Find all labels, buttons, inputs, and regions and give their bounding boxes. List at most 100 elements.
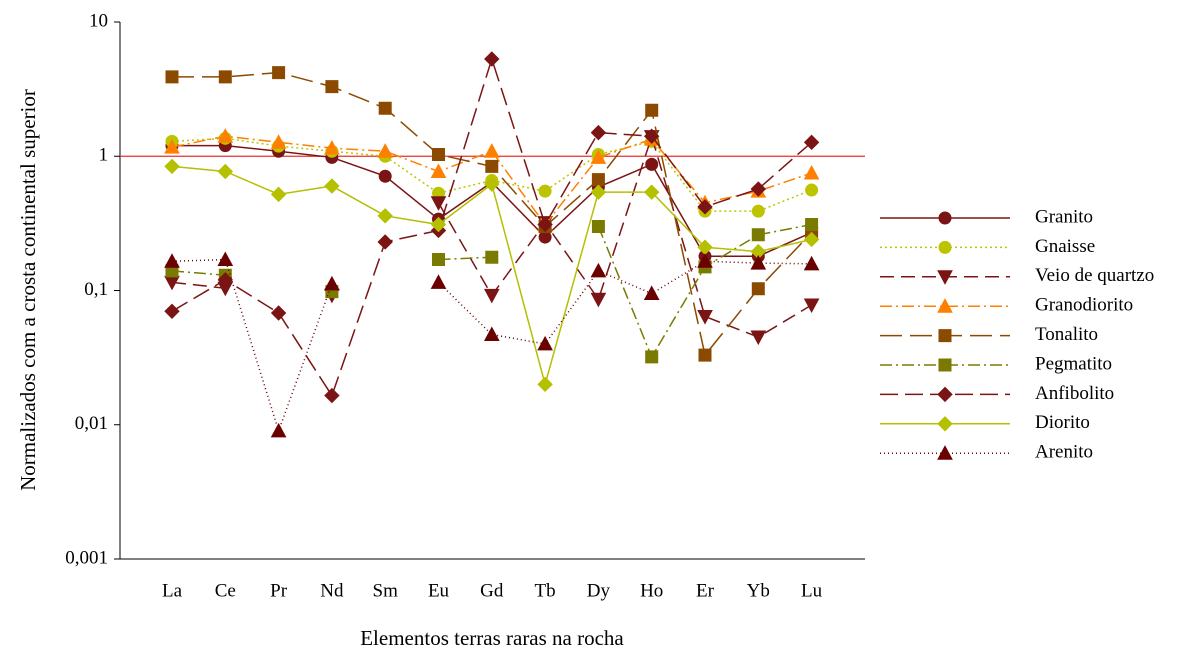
marker [324,275,340,291]
marker [805,183,819,197]
marker [324,387,340,404]
marker [538,184,552,198]
marker [698,348,712,362]
marker [645,157,659,171]
marker [270,134,287,149]
marker [750,181,767,197]
legend-label: Arenito [1035,442,1093,463]
legend-marker [938,329,952,343]
series-line [171,258,812,434]
marker [591,173,605,187]
marker [430,274,447,289]
marker [165,70,179,84]
marker [803,231,820,248]
marker [590,184,607,200]
marker [484,176,500,192]
marker [537,376,553,393]
marker [645,103,659,117]
x-tick-label: Eu [428,580,450,601]
marker [218,70,232,84]
series-line [171,165,812,388]
x-tick-label: Pr [270,580,288,601]
y-tick-label: 0,1 [84,279,108,300]
marker [324,178,340,194]
marker [751,204,765,218]
x-tick-label: Er [696,580,715,601]
marker [325,80,339,94]
x-tick-label: Dy [587,580,611,601]
y-tick-label: 1 [99,145,109,166]
marker [483,326,500,342]
marker [324,140,340,155]
x-tick-label: Yb [747,580,770,601]
marker [377,143,394,158]
marker [590,124,607,141]
legend-marker [937,416,953,432]
marker [217,163,234,180]
marker [164,139,180,154]
legend-marker [937,445,953,460]
marker [217,272,234,288]
legend-label: Gnaisse [1035,236,1095,257]
marker [430,163,447,178]
marker [697,199,713,215]
legend-label: Tonalito [1035,324,1098,345]
marker [803,164,820,180]
marker [750,330,767,346]
legend-label: Veio de quartzo [1035,265,1154,286]
y-tick-label: 0,001 [65,547,108,568]
marker [803,255,820,271]
x-tick-label: Nd [320,580,344,601]
marker [484,51,500,67]
x-tick-label: Ho [640,580,663,601]
marker [430,216,447,233]
marker [537,216,553,233]
legend-label: Anfibolito [1035,383,1114,404]
marker [485,159,499,173]
legend-marker [937,298,953,313]
x-tick-label: Lu [801,580,823,601]
marker [217,128,234,143]
marker [270,305,287,321]
marker [270,422,287,438]
x-tick-label: Ce [215,580,236,601]
marker [697,310,713,325]
x-tick-label: La [162,580,183,601]
legend-marker [937,386,953,403]
marker [697,253,713,268]
x-axis-title: Elementos terras raras na rocha [360,626,624,650]
marker [378,169,392,183]
y-tick-label: 0,01 [75,413,108,434]
x-tick-label: Tb [535,580,556,601]
series-line [171,134,812,338]
marker [377,234,393,250]
legend-label: Pegmatito [1035,353,1112,374]
marker [483,288,500,304]
marker [164,158,180,175]
marker [378,101,392,115]
marker [590,292,607,308]
marker [272,66,286,80]
marker [643,184,660,200]
marker [590,262,607,278]
legend-label: Diorito [1035,412,1090,433]
marker [217,251,234,267]
legend-marker [938,211,952,225]
x-tick-label: Gd [480,580,504,601]
legend-label: Granito [1035,206,1093,227]
marker [645,350,659,364]
marker [377,208,393,224]
marker [750,255,767,270]
y-tick-label: 10 [89,10,108,31]
marker [485,250,499,264]
marker [537,335,553,351]
marker [751,282,765,296]
marker [643,285,660,300]
legend-marker [938,240,952,254]
series-line [171,56,813,398]
marker [164,253,180,268]
marker [270,186,287,203]
marker [432,148,445,162]
series-line [172,71,813,357]
